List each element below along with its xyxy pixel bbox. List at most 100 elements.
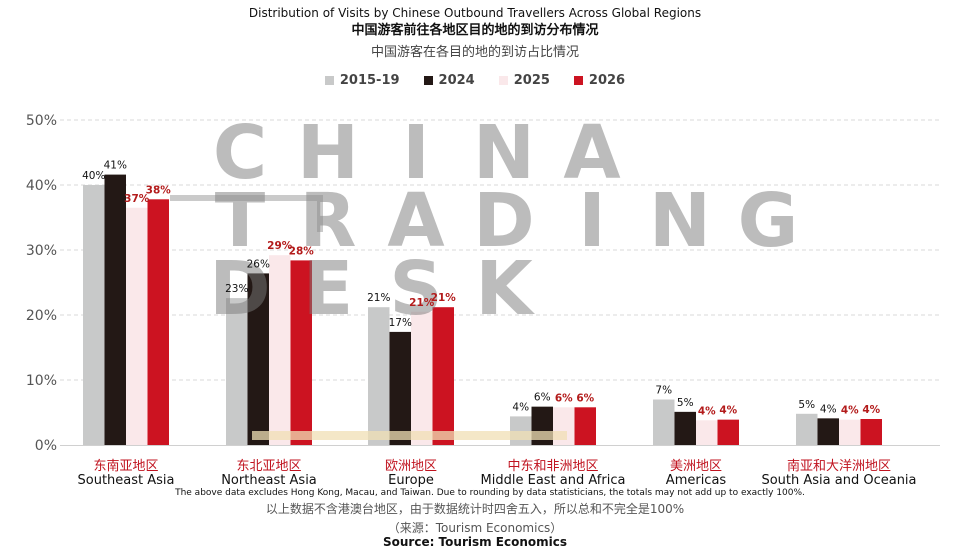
legend-item-2025: 2025 bbox=[498, 73, 550, 88]
watermark-letter: C bbox=[213, 110, 267, 196]
legend-swatch-2024 bbox=[423, 76, 433, 85]
bar-2026-3 bbox=[574, 407, 596, 445]
watermark-letter: D bbox=[473, 178, 534, 264]
value-label-2025-4: 4% bbox=[698, 405, 716, 417]
category-label-4: Americas bbox=[666, 473, 727, 488]
category-label-1: Northeast Asia bbox=[221, 473, 317, 488]
y-tick-label: 10% bbox=[26, 373, 57, 389]
value-label-2026-5: 4% bbox=[862, 404, 880, 416]
watermark-letter: N bbox=[473, 110, 535, 196]
watermark-letter: A bbox=[563, 110, 620, 196]
value-label-2026-2: 21% bbox=[431, 292, 457, 304]
value-label-2024-4: 5% bbox=[677, 397, 694, 409]
watermark-letter: R bbox=[300, 178, 357, 264]
category-label-5: South Asia and Oceania bbox=[761, 473, 916, 488]
watermark-letter: H bbox=[297, 110, 359, 196]
legend-label-2024: 2024 bbox=[438, 73, 475, 88]
y-tick-label: 30% bbox=[26, 243, 57, 259]
bar-2024-1 bbox=[247, 273, 269, 445]
value-label-2025-5: 4% bbox=[841, 405, 859, 417]
bar-2025-5 bbox=[839, 419, 861, 445]
bar-2024-0 bbox=[104, 174, 126, 445]
legend-item-2024: 2024 bbox=[423, 73, 475, 88]
footnote-zh: 以上数据不含港澳台地区，由于数据统计时四舍五入，所以总和不完全是100% bbox=[265, 502, 685, 516]
legend-swatch-2025 bbox=[498, 76, 508, 85]
category-label-3: Middle East and Africa bbox=[481, 473, 626, 488]
bar-2026-5 bbox=[860, 419, 882, 445]
bar-2026-2 bbox=[432, 307, 454, 445]
source-en: Source: Tourism Economics bbox=[382, 535, 568, 549]
legend-swatch-2026 bbox=[573, 76, 583, 85]
value-label-2015-19-2: 21% bbox=[367, 292, 390, 304]
value-label-2024-1: 26% bbox=[247, 258, 270, 270]
watermark-letter: S bbox=[389, 246, 442, 332]
value-label-2015-19-3: 4% bbox=[512, 401, 529, 413]
value-label-2026-0: 38% bbox=[146, 184, 172, 196]
y-tick-label: 40% bbox=[26, 178, 57, 194]
category-label-zh-3: 中东和非洲地区 bbox=[507, 459, 598, 474]
value-label-2025-0: 37% bbox=[124, 193, 150, 205]
value-label-2026-4: 4% bbox=[719, 405, 737, 417]
value-label-2015-19-1: 23% bbox=[225, 283, 248, 295]
bar-2025-0 bbox=[126, 207, 148, 445]
footnote-en: The above data excludes Hong Kong, Macau… bbox=[175, 488, 805, 498]
value-label-2025-1: 29% bbox=[267, 240, 293, 252]
bar-2015-19-5 bbox=[796, 413, 818, 445]
bar-2025-4 bbox=[696, 420, 718, 445]
chart-subtitle-zh: 中国游客在各目的地的到访占比情况 bbox=[370, 45, 579, 60]
category-label-zh-4: 美洲地区 bbox=[670, 459, 722, 474]
watermark-letter: K bbox=[475, 246, 535, 332]
value-label-2024-3: 6% bbox=[534, 392, 551, 404]
bar-2025-2 bbox=[411, 311, 433, 445]
bar-2015-19-0 bbox=[83, 185, 105, 445]
category-label-0: Southeast Asia bbox=[78, 473, 175, 488]
y-tick-label: 0% bbox=[35, 438, 57, 454]
watermark-bracket bbox=[170, 195, 323, 232]
watermark-letter: E bbox=[303, 246, 354, 332]
watermark-highlight bbox=[252, 431, 567, 440]
bar-2025-1 bbox=[269, 255, 291, 445]
watermark-letter: I bbox=[578, 178, 606, 264]
watermark-letter: G bbox=[738, 178, 799, 264]
bar-2026-4 bbox=[717, 419, 739, 445]
legend-label-2015-19: 2015-19 bbox=[339, 73, 400, 88]
legend-label-2026: 2026 bbox=[588, 73, 626, 88]
watermark-letter: D bbox=[209, 246, 270, 332]
legend-swatch-2015-19 bbox=[324, 76, 334, 85]
value-label-2025-3: 6% bbox=[555, 392, 573, 404]
chart-title-zh: 中国游客前往各地区目的地的到访分布情况 bbox=[351, 23, 599, 38]
category-label-zh-2: 欧洲地区 bbox=[385, 459, 437, 474]
bar-2024-4 bbox=[674, 411, 696, 445]
bar-2026-0 bbox=[147, 199, 169, 445]
bar-2015-19-3 bbox=[510, 416, 532, 445]
legend-label-2025: 2025 bbox=[513, 73, 550, 88]
y-tick-label: 50% bbox=[26, 113, 57, 129]
value-label-2026-3: 6% bbox=[576, 392, 594, 404]
watermark-letter: A bbox=[387, 178, 444, 264]
category-label-zh-5: 南亚和大洋洲地区 bbox=[787, 458, 891, 474]
bar-2015-19-2 bbox=[368, 307, 390, 445]
value-label-2015-19-0: 40% bbox=[82, 170, 105, 182]
chart-legend: 2015-19 2024 2025 2026 bbox=[0, 73, 950, 88]
chart-title-en: Distribution of Visits by Chinese Outbou… bbox=[248, 6, 702, 20]
category-label-zh-0: 东南亚地区 bbox=[93, 458, 158, 474]
bar-2024-2 bbox=[389, 331, 411, 445]
category-label-zh-1: 东北亚地区 bbox=[236, 459, 301, 474]
bar-2024-5 bbox=[817, 418, 839, 445]
value-label-2015-19-4: 7% bbox=[655, 385, 672, 397]
bar-2026-1 bbox=[290, 260, 312, 445]
watermark-letter: N bbox=[649, 178, 711, 264]
value-label-2026-1: 28% bbox=[289, 245, 315, 257]
y-tick-label: 20% bbox=[26, 308, 57, 324]
bar-2015-19-4 bbox=[653, 399, 675, 445]
value-label-2025-2: 21% bbox=[409, 297, 435, 309]
source-zh: （来源：Tourism Economics） bbox=[387, 521, 563, 535]
category-label-2: Europe bbox=[388, 473, 434, 488]
value-label-2015-19-5: 5% bbox=[798, 399, 815, 411]
bar-2015-19-1 bbox=[226, 298, 248, 445]
value-label-2024-5: 4% bbox=[820, 403, 837, 415]
legend-item-2015-19: 2015-19 bbox=[324, 73, 400, 88]
watermark-letter: T bbox=[215, 178, 266, 264]
value-label-2024-0: 41% bbox=[104, 160, 127, 172]
